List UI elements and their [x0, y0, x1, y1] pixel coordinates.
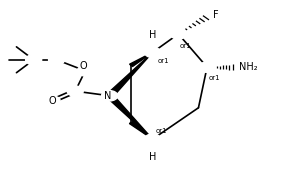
Text: H: H	[149, 152, 156, 162]
Text: or1: or1	[209, 75, 220, 81]
Circle shape	[199, 62, 215, 72]
Circle shape	[145, 47, 161, 57]
Text: O: O	[48, 96, 56, 106]
Text: N: N	[105, 91, 112, 101]
Circle shape	[102, 91, 118, 101]
Text: NH₂: NH₂	[239, 62, 258, 72]
Circle shape	[26, 55, 42, 65]
Polygon shape	[107, 52, 153, 97]
Circle shape	[170, 29, 186, 39]
Text: H: H	[149, 30, 156, 40]
Polygon shape	[130, 52, 153, 66]
Text: or1: or1	[156, 128, 168, 134]
Circle shape	[49, 55, 65, 65]
Text: F: F	[213, 10, 219, 20]
Text: or1: or1	[180, 43, 192, 49]
Text: or1: or1	[158, 58, 169, 64]
Circle shape	[145, 134, 161, 144]
Polygon shape	[129, 122, 153, 139]
Polygon shape	[107, 94, 153, 139]
Circle shape	[48, 96, 60, 105]
Circle shape	[77, 66, 93, 76]
Circle shape	[67, 86, 83, 96]
Text: O: O	[79, 61, 87, 71]
